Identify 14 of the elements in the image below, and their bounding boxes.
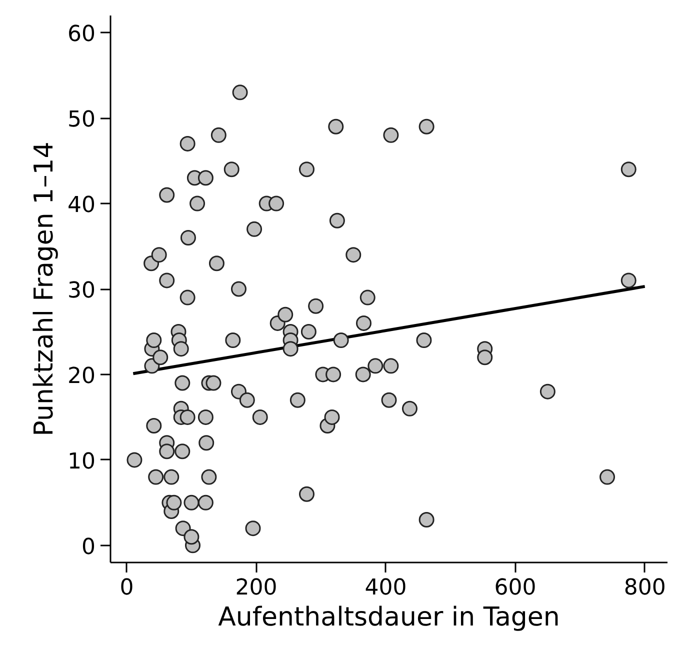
x-tick-label: 400 <box>364 576 407 600</box>
y-tick-label: 30 <box>68 278 96 304</box>
x-tick-label: 0 <box>120 576 134 600</box>
y-tick-label: 60 <box>68 22 96 48</box>
x-axis-title: Aufenthaltsdauer in Tagen <box>218 602 560 632</box>
y-tick-label: 50 <box>68 108 96 133</box>
x-tick-label: 600 <box>494 576 536 600</box>
y-tick-label: 10 <box>68 449 96 474</box>
y-tick-label: 20 <box>68 364 96 389</box>
x-tick-label: 800 <box>624 576 666 600</box>
y-axis-title: Punktzahl Fragen 1–14 <box>30 142 60 436</box>
y-tick-label: 40 <box>68 193 96 218</box>
x-tick-label: 200 <box>235 576 278 600</box>
y-tick-label: 0 <box>82 534 96 560</box>
